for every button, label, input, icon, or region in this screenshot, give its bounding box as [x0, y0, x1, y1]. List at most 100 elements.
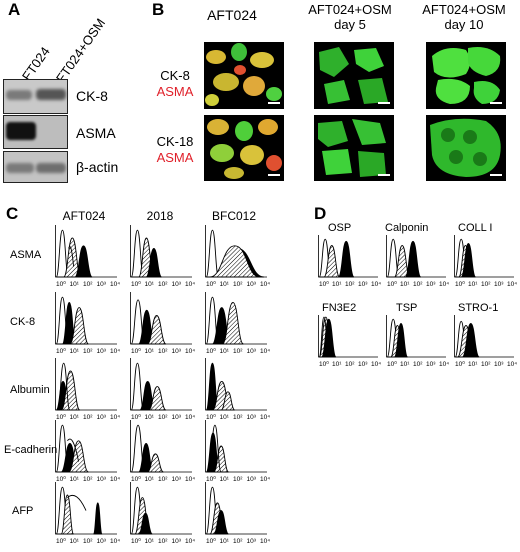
micro-row2-green-stain: CK-18 — [156, 134, 194, 149]
micro-row-label-2: CK-18 ASMA — [148, 134, 202, 166]
flow-hist-fn3e2-tick-label-3: 10³ — [358, 361, 368, 368]
flow-hist-osp-peak-2 — [337, 240, 355, 278]
flow-hist-fn3e2-peak-1 — [321, 318, 337, 358]
flow-hist-asma-aft024-tick-label-3: 10³ — [97, 281, 107, 288]
flow-hist-albumin-bfc012-tick-label-2: 10² — [233, 414, 243, 421]
flow-hist-asma-2018-tick-label-0: 10⁰ — [131, 280, 141, 288]
flow-hist-ck8-aft024-axis — [55, 292, 117, 345]
flow-hist-afp-2018: 10⁰ 10¹ 10² 10³ 10⁴ — [130, 482, 195, 545]
flow-hist-fn3e2: 10⁰ 10¹ 10² 10³ 10⁴ — [318, 315, 381, 368]
flow-hist-asma-aft024: 10⁰ 10¹ 10² 10³ 10⁴ — [55, 225, 120, 288]
flow-row-label-afp: AFP — [12, 505, 34, 517]
flow-col-header-bfc012: BFC012 — [211, 209, 257, 223]
flow-hist-tsp-tick-label-4: 10⁴ — [439, 361, 449, 368]
flow-hist-afp-2018-tick-label-2: 10² — [158, 538, 168, 545]
panel-label-c: C — [6, 204, 19, 223]
flow-hist-albumin-bfc012-axis — [205, 358, 267, 411]
micro-image-r1-osm-day10 — [426, 42, 506, 109]
flow-hist-ck8-2018-tick-label-1: 10¹ — [145, 348, 155, 355]
micro-col-header-2: AFT024+OSM day 5 — [308, 2, 392, 32]
flow-hist-albumin-bfc012-tick-label-1: 10¹ — [220, 414, 230, 421]
flow-hist-albumin-bfc012-tick-label-0: 10⁰ — [206, 413, 216, 421]
flow-hist-calponin-axis — [386, 235, 446, 278]
micro-col-header-1: AFT024 — [207, 7, 257, 23]
flow-label-tsp: TSP — [396, 302, 418, 314]
flow-hist-asma-2018-tick-label-3: 10³ — [172, 281, 182, 288]
flow-hist-stro1: 10⁰ 10¹ 10² 10³ 10⁴ — [454, 315, 517, 368]
flow-row-label-ck8: CK-8 — [10, 316, 36, 328]
flow-hist-ck8-2018-tick-label-0: 10⁰ — [131, 347, 141, 355]
flow-hist-ecadherin-aft024-axis — [55, 420, 117, 473]
flow-hist-afp-bfc012-tick-label-1: 10¹ — [220, 538, 230, 545]
flow-hist-ecadherin-aft024-peak-2 — [68, 440, 89, 473]
flow-row-label-albumin: Albumin — [10, 384, 50, 396]
flow-hist-tsp-axis — [386, 315, 446, 358]
flow-hist-afp-bfc012-tick-label-4: 10⁴ — [260, 538, 270, 545]
flow-hist-tsp: 10⁰ 10¹ 10² 10³ 10⁴ — [386, 315, 449, 368]
flow-col-header-2018: 2018 — [146, 209, 174, 223]
flow-hist-ck8-aft024-tick-label-3: 10³ — [97, 348, 107, 355]
flow-hist-calponin-peak-2 — [404, 240, 422, 278]
flow-hist-ecadherin-bfc012-tick-label-0: 10⁰ — [206, 475, 216, 483]
flow-hist-albumin-bfc012-tick-label-4: 10⁴ — [260, 414, 270, 421]
panel-label-d: D — [314, 204, 327, 223]
micro-row1-red-stain: ASMA — [156, 84, 194, 99]
blot-label-ck8: CK-8 — [76, 88, 108, 104]
flow-hist-ck8-bfc012: 10⁰ 10¹ 10² 10³ 10⁴ — [205, 292, 270, 355]
flow-hist-afp-aft024-tick-label-0: 10⁰ — [56, 537, 66, 545]
flow-hist-stro1-peak-2 — [461, 322, 480, 358]
flow-hist-ck8-2018-axis — [130, 292, 192, 345]
flow-hist-stro1-tick-label-1: 10¹ — [468, 361, 478, 368]
flow-hist-ecadherin-aft024-tick-label-2: 10² — [83, 476, 93, 483]
flow-hist-afp-2018-tick-label-1: 10¹ — [145, 538, 155, 545]
flow-hist-asma-bfc012-axis — [205, 225, 267, 278]
flow-hist-asma-2018-tick-label-4: 10⁴ — [185, 281, 195, 288]
flow-hist-afp-aft024-axis — [55, 482, 117, 535]
flow-row-label-asma: ASMA — [10, 249, 42, 261]
flow-hist-ck8-bfc012-tick-label-2: 10² — [233, 348, 243, 355]
flow-hist-calponin-tick-label-2: 10² — [413, 281, 423, 288]
micro-image-r2-osm-day10 — [426, 115, 506, 181]
flow-hist-ck8-aft024-tick-label-1: 10¹ — [70, 348, 80, 355]
flow-hist-asma-2018: 10⁰ 10¹ 10² 10³ 10⁴ — [130, 225, 195, 288]
flow-hist-asma-aft024-axis — [55, 225, 117, 278]
flow-hist-ecadherin-2018-tick-label-3: 10³ — [172, 476, 182, 483]
flow-hist-albumin-aft024-tick-label-1: 10¹ — [70, 414, 80, 421]
flow-hist-coll1: 10⁰ 10¹ 10² 10³ 10⁴ — [454, 235, 517, 288]
flow-hist-ecadherin-2018-axis — [130, 420, 192, 473]
flow-hist-afp-2018-tick-label-0: 10⁰ — [131, 537, 141, 545]
flow-hist-afp-bfc012-axis — [205, 482, 267, 535]
micro-image-r2-osm-day5 — [314, 115, 394, 181]
flow-hist-coll1-peak-2 — [460, 242, 477, 278]
flow-hist-stro1-tick-label-2: 10² — [481, 361, 491, 368]
flow-hist-stro1-axis — [454, 315, 514, 358]
flow-hist-fn3e2-tick-label-2: 10² — [345, 361, 355, 368]
flow-hist-ck8-bfc012-tick-label-0: 10⁰ — [206, 347, 216, 355]
micro-row2-red-stain: ASMA — [156, 150, 194, 165]
flow-hist-asma-aft024-tick-label-1: 10¹ — [70, 281, 80, 288]
flow-hist-albumin-bfc012: 10⁰ 10¹ 10² 10³ 10⁴ — [205, 358, 270, 421]
flow-hist-afp-bfc012-peak-2 — [213, 510, 229, 535]
flow-hist-albumin-2018-tick-label-3: 10³ — [172, 414, 182, 421]
flow-hist-calponin-tick-label-1: 10¹ — [400, 281, 410, 288]
micro-image-r1-aft024 — [204, 42, 284, 109]
flow-hist-afp-bfc012-tick-label-2: 10² — [233, 538, 243, 545]
flow-hist-fn3e2-tick-label-4: 10⁴ — [371, 361, 381, 368]
flow-hist-ck8-2018-tick-label-4: 10⁴ — [185, 348, 195, 355]
flow-hist-asma-2018-axis — [130, 225, 192, 278]
flow-hist-coll1-tick-label-4: 10⁴ — [507, 281, 517, 288]
flow-hist-afp-bfc012: 10⁰ 10¹ 10² 10³ 10⁴ — [205, 482, 270, 545]
flow-hist-osp-peak-1 — [323, 245, 341, 278]
flow-hist-stro1-tick-label-4: 10⁴ — [507, 361, 517, 368]
flow-hist-ecadherin-2018-tick-label-2: 10² — [158, 476, 168, 483]
flow-hist-tsp-peak-2 — [393, 322, 409, 358]
flow-hist-coll1-tick-label-1: 10¹ — [468, 281, 478, 288]
flow-hist-ecadherin-aft024-tick-label-1: 10¹ — [70, 476, 80, 483]
flow-hist-coll1-tick-label-2: 10² — [481, 281, 491, 288]
flow-hist-ck8-aft024-peak-2 — [69, 307, 89, 345]
flow-hist-albumin-2018-tick-label-0: 10⁰ — [131, 413, 141, 421]
flow-hist-asma-2018-peak-2 — [145, 247, 163, 278]
flow-hist-afp-aft024-tick-label-1: 10¹ — [70, 538, 80, 545]
flow-hist-ecadherin-2018-tick-label-0: 10⁰ — [131, 475, 141, 483]
flow-hist-asma-2018-tick-label-2: 10² — [158, 281, 168, 288]
